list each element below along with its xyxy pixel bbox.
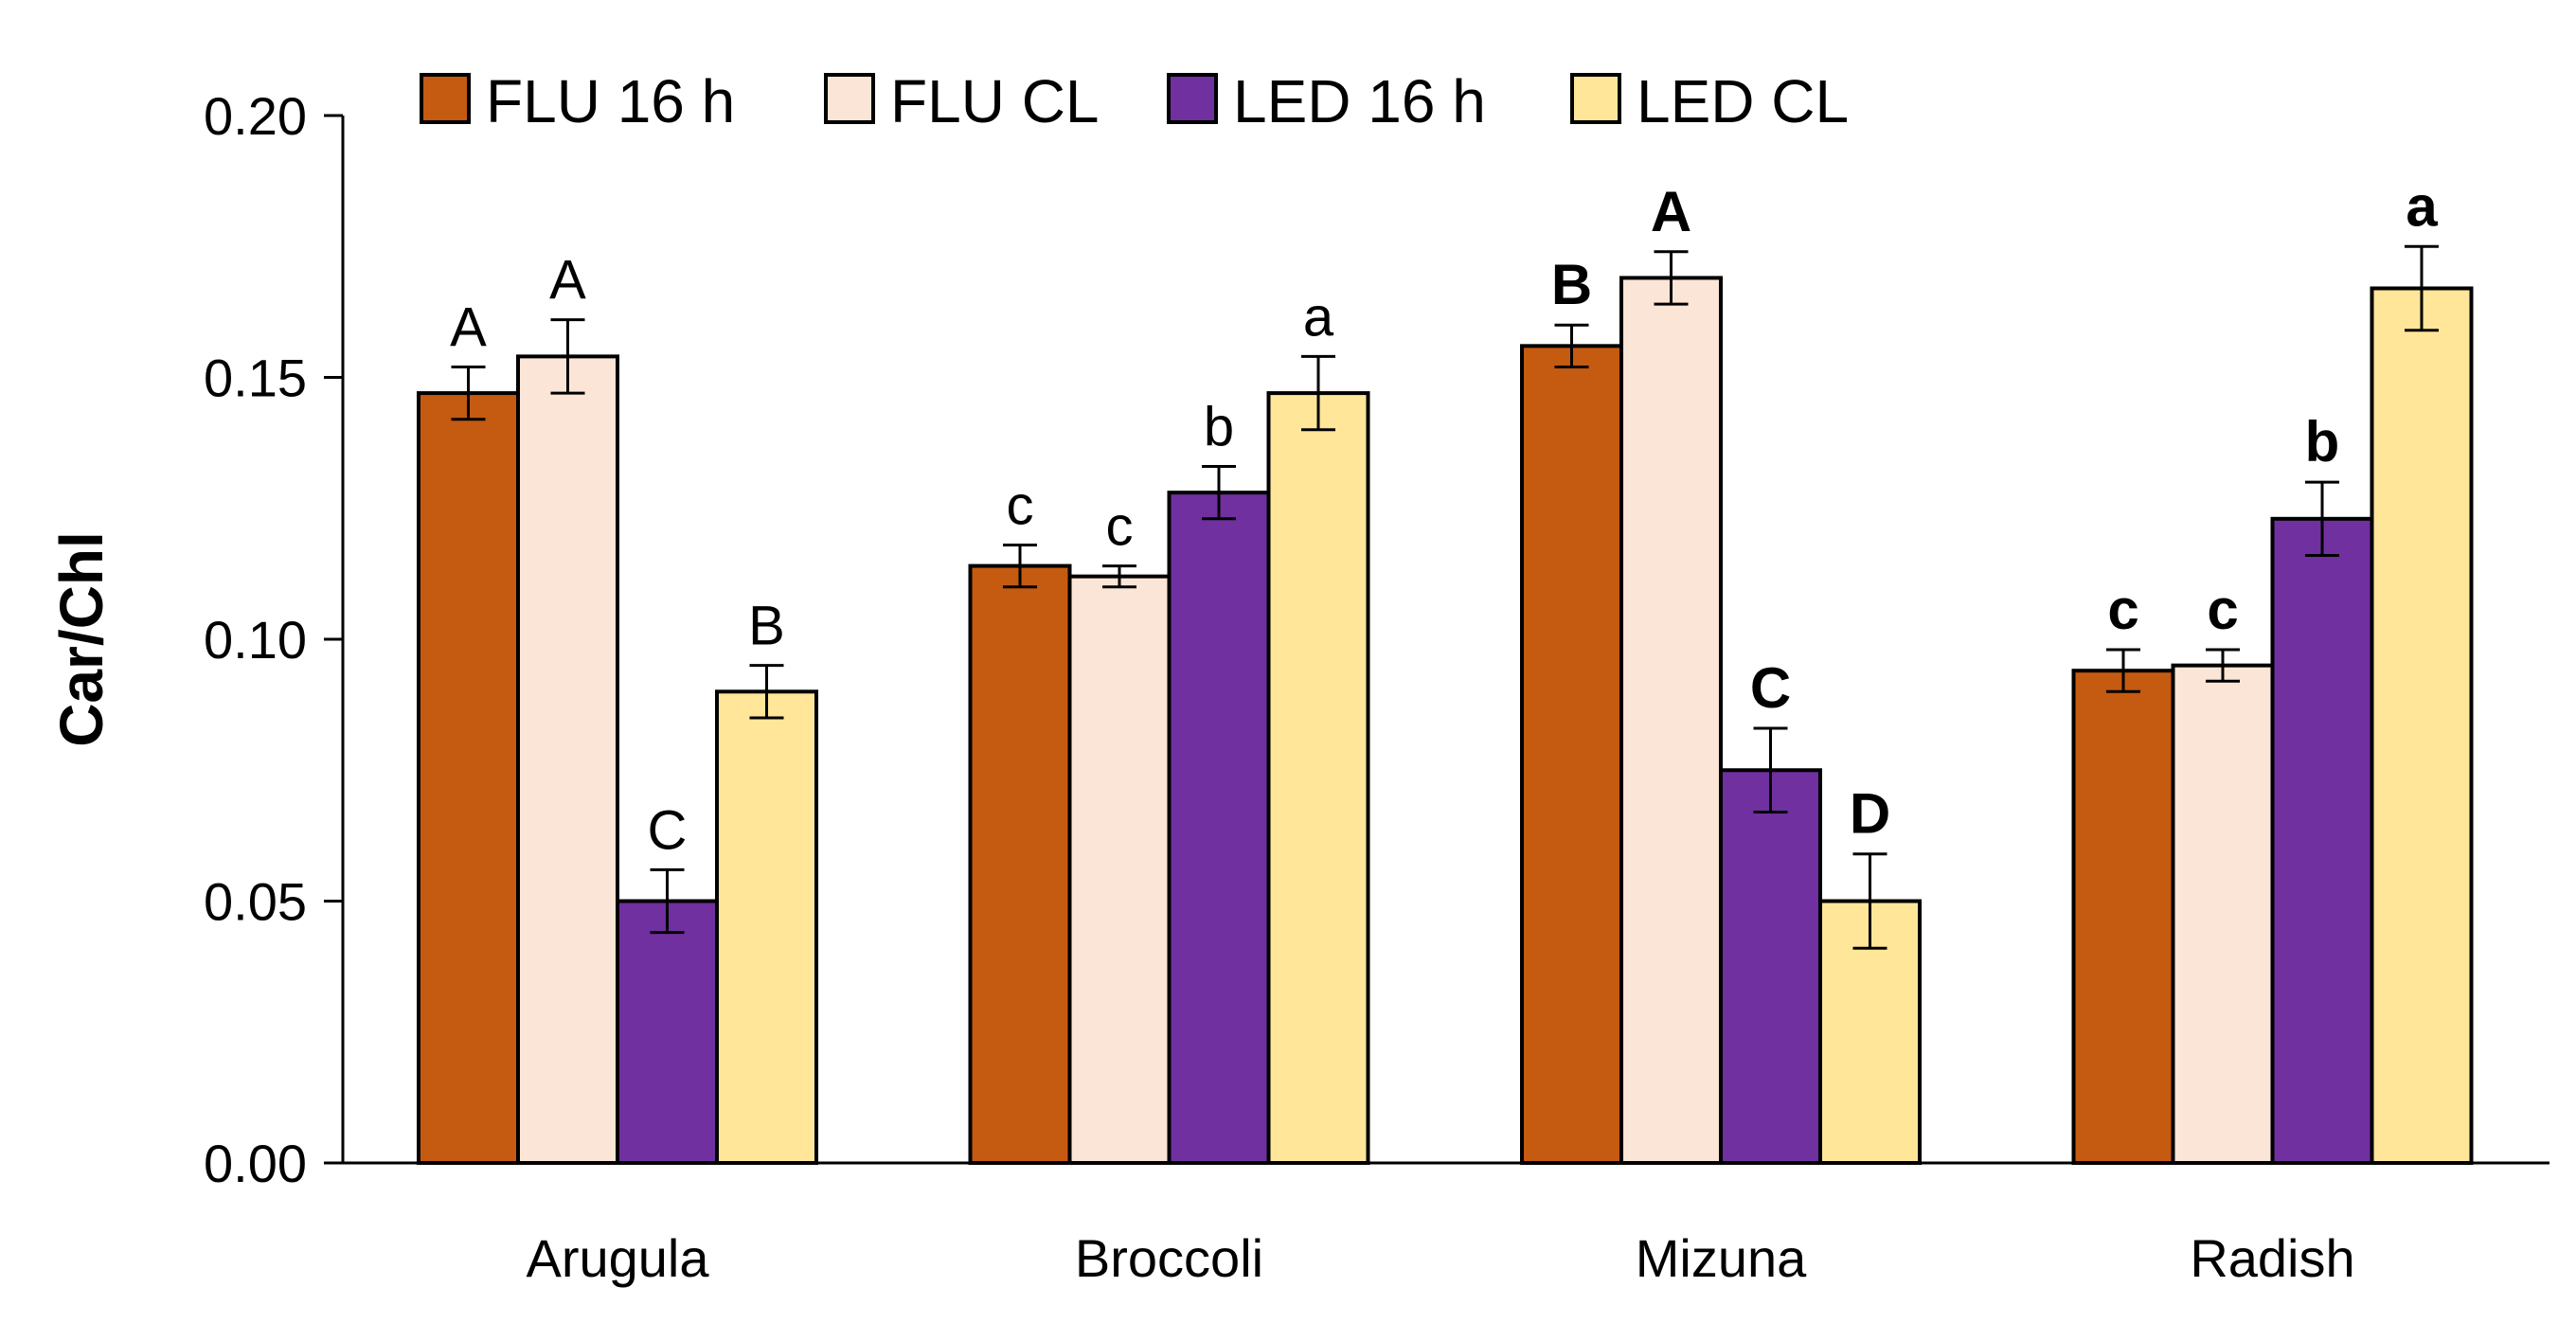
y-axis-title: Car/Chl bbox=[47, 531, 116, 747]
bar-broccoli-led-16-h bbox=[1167, 491, 1271, 1165]
legend-label: FLU CL bbox=[890, 67, 1100, 135]
legend-label: LED 16 h bbox=[1233, 67, 1486, 135]
significance-label: b bbox=[1204, 397, 1234, 458]
y-tick-label: 0.20 bbox=[204, 86, 307, 146]
significance-label: D bbox=[1850, 782, 1890, 846]
bar-arugula-led-cl bbox=[715, 689, 818, 1165]
bar-arugula-led-16-h bbox=[616, 899, 719, 1165]
significance-label: B bbox=[1551, 253, 1592, 316]
significance-label: C bbox=[1750, 656, 1791, 720]
significance-label: c bbox=[1007, 474, 1034, 536]
legend-swatch bbox=[1570, 73, 1621, 124]
significance-label: c bbox=[1106, 496, 1134, 558]
significance-label: c bbox=[2207, 578, 2238, 641]
legend-swatch bbox=[824, 73, 875, 124]
significance-label: B bbox=[748, 596, 785, 657]
significance-label: A bbox=[549, 250, 586, 312]
bar-mizuna-flu-16-h bbox=[1520, 344, 1623, 1165]
bar-mizuna-led-16-h bbox=[1719, 768, 1822, 1165]
bar-arugula-flu-cl bbox=[516, 354, 619, 1165]
bar-arugula-flu-16-h bbox=[417, 391, 520, 1165]
bar-radish-led-16-h bbox=[2270, 516, 2374, 1165]
legend: FLU 16 h FLU CL LED 16 h LED CL bbox=[420, 67, 1849, 135]
bar-radish-led-cl bbox=[2370, 286, 2474, 1165]
y-tick-label: 0.05 bbox=[204, 872, 307, 932]
significance-label: A bbox=[1651, 180, 1691, 243]
y-tick-label: 0.00 bbox=[204, 1134, 307, 1193]
y-axis: 0.00 0.05 0.10 0.15 0.20 bbox=[204, 86, 345, 1193]
legend-label: LED CL bbox=[1637, 67, 1849, 135]
significance-label: A bbox=[450, 296, 487, 358]
bar-radish-flu-16-h bbox=[2071, 669, 2175, 1165]
x-tick-label: Arugula bbox=[526, 1228, 709, 1288]
x-axis: Arugula Broccoli Mizuna Radish bbox=[343, 1161, 2549, 1288]
bar-mizuna-flu-cl bbox=[1619, 276, 1723, 1165]
legend-label: FLU 16 h bbox=[486, 67, 735, 135]
bar-broccoli-flu-cl bbox=[1067, 574, 1172, 1165]
x-tick-label: Radish bbox=[2190, 1228, 2354, 1288]
legend-swatch bbox=[420, 73, 471, 124]
significance-label: a bbox=[1303, 286, 1334, 348]
significance-label: C bbox=[648, 799, 688, 861]
x-tick-label: Mizuna bbox=[1636, 1228, 1807, 1288]
y-tick-label: 0.15 bbox=[204, 349, 307, 408]
bar-broccoli-flu-16-h bbox=[968, 563, 1072, 1165]
significance-label: c bbox=[2107, 578, 2138, 641]
significance-label: b bbox=[2305, 410, 2340, 474]
y-tick-label: 0.10 bbox=[204, 610, 307, 670]
significance-label: a bbox=[2406, 174, 2438, 238]
bar-radish-flu-cl bbox=[2171, 663, 2275, 1165]
legend-swatch bbox=[1167, 73, 1218, 124]
bar-broccoli-led-cl bbox=[1266, 391, 1370, 1165]
x-tick-label: Broccoli bbox=[1075, 1228, 1263, 1288]
